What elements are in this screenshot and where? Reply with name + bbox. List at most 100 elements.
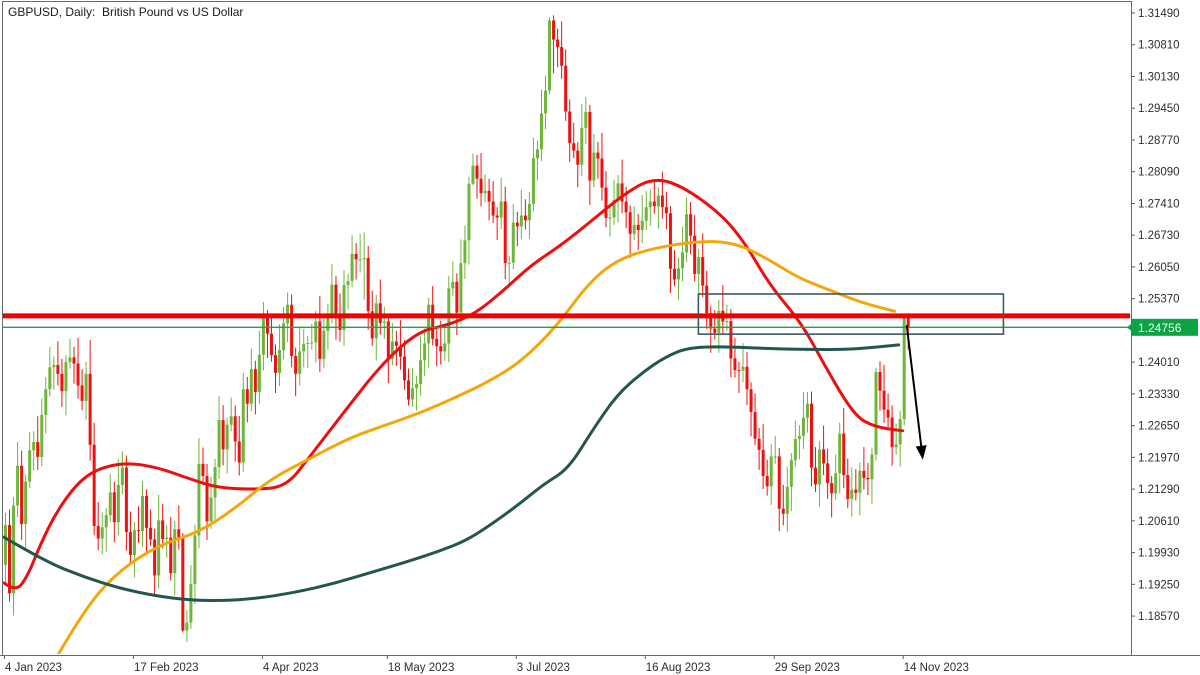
candle-body-bear	[765, 476, 769, 487]
candle-body-bull	[12, 505, 16, 594]
candle-body-bull	[350, 253, 354, 281]
price-badge-background	[1132, 318, 1198, 336]
candle-body-bear	[124, 467, 128, 533]
y-axis-label: 1.21970	[1138, 452, 1180, 464]
candle-body-bull	[52, 364, 56, 368]
candle-body-bear	[435, 338, 439, 347]
candle-body-bull	[644, 207, 648, 221]
candle-body-bull	[100, 527, 104, 539]
candle-body-bear	[8, 525, 12, 594]
candle-body-bull	[104, 515, 108, 528]
ma-slow-teal[interactable]	[3, 343, 901, 603]
candle-body-bear	[620, 183, 624, 202]
x-axis-label: 4 Apr 2023	[263, 662, 319, 674]
candle-body-bear	[128, 532, 132, 555]
candle-body-bear	[761, 449, 765, 477]
candle-body-bull	[326, 315, 330, 331]
ma-mid-orange[interactable]	[56, 240, 897, 658]
candle-body-bear	[810, 403, 813, 468]
candle-body-bull	[120, 467, 124, 485]
candle-body-bear	[689, 214, 693, 236]
candle-body-bull	[116, 484, 120, 523]
candle-body-bear	[781, 508, 785, 514]
candle-body-bear	[576, 150, 580, 165]
y-axis-label: 1.27410	[1138, 198, 1180, 210]
candle-body-bear	[814, 467, 818, 485]
candle-body-bull	[141, 496, 145, 532]
candle-body-bear	[455, 281, 459, 313]
candle-body-bull	[261, 316, 265, 355]
x-axis-label: 29 Sep 2023	[775, 662, 840, 674]
candle-body-bear	[88, 373, 92, 445]
candle-body-bull	[278, 350, 282, 373]
candle-body-bull	[342, 285, 346, 330]
candle-body-bull	[302, 343, 306, 352]
candle-body-bull	[249, 369, 253, 404]
candle-body-bear	[660, 195, 664, 208]
candle-body-bear	[398, 345, 402, 357]
candle-body-bull	[793, 439, 797, 461]
candle-body-bear	[36, 441, 40, 457]
candle-body-bull	[32, 441, 36, 451]
candle-body-bear	[777, 456, 781, 509]
candle-body-bull	[870, 454, 874, 480]
y-axis-label: 1.26050	[1138, 262, 1180, 274]
candle-body-bear	[487, 190, 491, 202]
candle-body-bear	[161, 520, 165, 540]
candle-body-bull	[539, 113, 543, 150]
candle-body-bear	[701, 257, 705, 286]
candle-body-bear	[290, 304, 294, 357]
candle-body-bear	[826, 463, 830, 484]
x-axis-label: 4 Jan 2023	[5, 662, 62, 674]
candle-body-bull	[773, 456, 777, 458]
candle-body-bear	[737, 370, 741, 372]
y-axis-label: 1.20610	[1138, 516, 1180, 528]
candle-body-bull	[717, 310, 721, 333]
candle-body-bear	[402, 356, 406, 381]
candle-body-bear	[672, 268, 676, 280]
candle-body-bear	[886, 409, 890, 418]
candle-body-bull	[257, 354, 261, 393]
candle-body-bull	[612, 200, 616, 218]
candle-body-bear	[181, 538, 185, 631]
candle-body-bear	[394, 341, 398, 346]
candle-body-bear	[515, 222, 519, 227]
candle-body-bear	[72, 357, 76, 364]
candle-body-bear	[149, 527, 153, 540]
candle-body-bull	[874, 371, 878, 455]
candle-body-bull	[584, 111, 588, 128]
candle-body-bear	[652, 201, 656, 207]
candle-body-bull	[362, 258, 366, 260]
candle-body-bear	[479, 178, 483, 194]
candle-body-bear	[237, 441, 241, 463]
candle-body-bear	[294, 356, 298, 374]
candle-body-bear	[733, 358, 737, 371]
sell-arrow[interactable]	[905, 325, 927, 460]
candle-body-bear	[338, 317, 342, 330]
candle-body-bull	[648, 201, 652, 208]
candle-body-bull	[834, 473, 838, 494]
candle-body-bull	[48, 367, 52, 390]
candle-body-bear	[882, 390, 886, 410]
candle-body-bull	[608, 217, 612, 219]
resistance-zone-rectangle[interactable]	[697, 293, 1005, 335]
candle-body-bear	[523, 215, 527, 221]
candle-body-bear	[552, 20, 556, 40]
candle-body-bear	[693, 235, 697, 274]
ma-fast-red[interactable]	[3, 178, 905, 590]
candle-body-bull	[68, 357, 72, 363]
candle-body-bull	[451, 281, 455, 289]
candle-body-bull	[801, 417, 805, 436]
arrow-shaft	[905, 325, 924, 454]
y-axis-label: 1.26730	[1138, 230, 1180, 242]
candle-body-bull	[463, 240, 467, 264]
candle-body-bear	[318, 321, 322, 359]
y-axis-label: 1.31490	[1138, 8, 1180, 20]
candle-body-bull	[16, 465, 20, 506]
candle-body-bull	[544, 90, 548, 114]
candle-body-bull	[548, 20, 552, 91]
candle-body-bear	[745, 366, 749, 390]
candle-body-bull	[894, 444, 898, 448]
